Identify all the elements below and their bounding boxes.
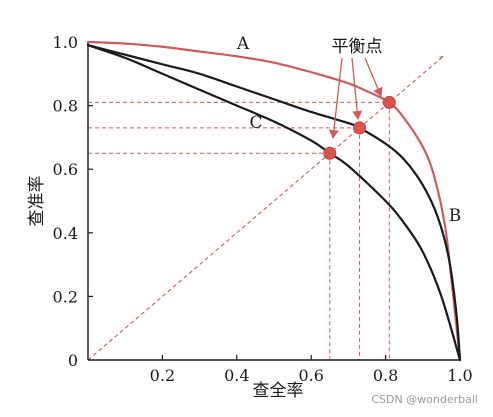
curve-label-C: C: [249, 113, 262, 133]
text-layer: 0.2 0.4 0.6 0.8 1.0 0 0.2 0.4 0.6 0.8 1.0 A B C 平衡点查全率…: [27, 33, 473, 401]
break-even-annotation: 平衡点: [332, 37, 383, 57]
y-tick-label: 0.6: [53, 160, 78, 179]
annotation-arrow-C: [328, 57, 343, 139]
y-tick-label: 0.4: [53, 224, 78, 243]
x-tick-label: 0.6: [298, 366, 323, 385]
diagonal-reference-line: [87, 55, 444, 361]
x-tick-label: 0.4: [224, 366, 249, 385]
x-tick-label: 0.8: [373, 366, 398, 385]
curve-A: [86, 40, 462, 362]
break-even-point-B: [353, 121, 367, 135]
annotation-arrow-A: [364, 57, 383, 97]
watermark: CSDN @wonderball: [371, 393, 478, 406]
x-tick-label: 0.2: [150, 366, 175, 385]
break-even-point-A: [382, 95, 396, 109]
x-axis-title: 查全率: [253, 381, 304, 401]
y-tick-label: 0: [68, 351, 78, 370]
y-tick-label: 0.2: [53, 287, 78, 306]
curve-label-B: B: [449, 206, 462, 226]
curve-label-A: A: [236, 34, 250, 54]
curve-C: [86, 44, 462, 362]
diagonal-reference-extension: [436, 55, 444, 59]
y-axis-title: 查准率: [27, 176, 47, 227]
break-even-points-layer: [323, 95, 396, 160]
y-tick-label: 0.8: [53, 97, 78, 116]
annotation-arrow-B: [351, 57, 363, 120]
x-tick-label: 1.0: [447, 366, 472, 385]
y-tick-label: 1.0: [53, 33, 78, 52]
break-even-point-C: [323, 146, 337, 160]
